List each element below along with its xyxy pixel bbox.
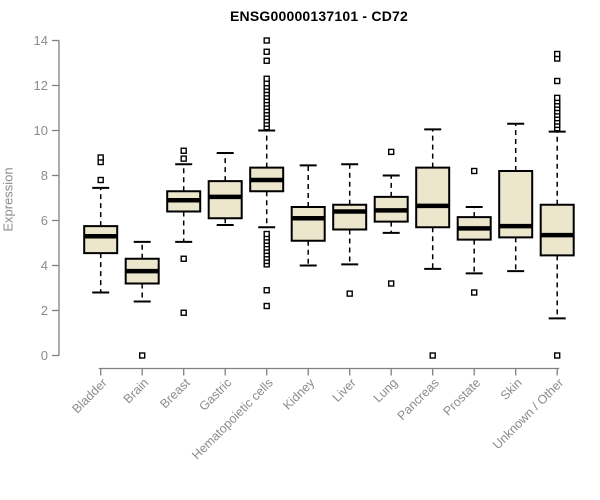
boxplot-group — [290, 164, 326, 267]
outlier-point — [180, 155, 187, 162]
x-tick-label: Lung — [371, 376, 401, 406]
iqr-box — [290, 206, 326, 242]
outlier-point — [429, 352, 436, 359]
y-tick-label: 14 — [34, 33, 48, 48]
y-tick-label: 6 — [41, 213, 48, 228]
x-tick-label: Prostate — [440, 376, 483, 419]
boxplot-group — [373, 148, 409, 287]
boxplot-group — [124, 240, 160, 359]
boxplot-group — [498, 122, 534, 273]
outlier-point — [388, 280, 395, 287]
outlier-point — [180, 147, 187, 154]
iqr-box — [539, 203, 575, 257]
y-tick-label: 4 — [41, 258, 48, 273]
x-tick-label: Pancreas — [395, 376, 442, 423]
boxplot-group — [539, 50, 575, 359]
outlier-point — [263, 287, 270, 294]
outlier-point — [388, 148, 395, 156]
outlier-point — [97, 176, 104, 184]
outlier-point — [554, 50, 561, 58]
iqr-box — [415, 166, 451, 229]
y-tick-label: 12 — [34, 78, 48, 93]
y-tick-label: 2 — [41, 303, 48, 318]
iqr-box — [332, 203, 368, 231]
boxplot-group — [249, 37, 285, 310]
y-tick-label: 10 — [34, 123, 48, 138]
x-tick-label: Liver — [330, 376, 359, 405]
x-tick-label: Hematopoietic cells — [189, 376, 276, 463]
x-tick-label: Skin — [498, 376, 525, 403]
outlier-point — [346, 290, 353, 297]
outlier-point — [471, 289, 478, 296]
x-tick-label: Breast — [157, 375, 193, 411]
x-tick-label: Unknown / Other — [490, 376, 566, 452]
outlier-point — [263, 37, 270, 44]
outlier-point — [263, 302, 270, 310]
outlier-point — [554, 94, 561, 102]
outlier-point — [554, 77, 561, 85]
boxplot-group — [166, 147, 202, 316]
x-tick-label: Kidney — [280, 375, 317, 412]
outlier-point — [263, 57, 270, 64]
y-axis: 0 2 4 6 8 10 12 14 — [34, 33, 60, 363]
boxplot-group — [456, 167, 492, 296]
x-tick-label: Bladder — [69, 376, 109, 416]
iqr-box — [207, 180, 243, 220]
iqr-box — [83, 225, 119, 255]
outlier-point — [263, 75, 270, 82]
outlier-point — [263, 48, 270, 55]
outlier-point — [263, 230, 270, 238]
boxplot-group — [83, 154, 119, 294]
y-tick-label: 0 — [41, 348, 48, 363]
x-tick-label: Brain — [121, 376, 152, 407]
outlier-point — [180, 255, 187, 262]
y-tick-label: 8 — [41, 168, 48, 183]
boxplot-group — [332, 163, 368, 297]
x-tick-label: Gastric — [196, 376, 234, 414]
outlier-point — [554, 352, 561, 359]
outlier-point — [138, 352, 146, 359]
outlier-point — [97, 154, 104, 161]
outlier-point — [180, 309, 187, 316]
boxplot-group — [207, 152, 243, 226]
boxplot-group — [415, 128, 451, 359]
outlier-point — [471, 167, 478, 175]
chart-title: ENSG00000137101 - CD72 — [230, 8, 408, 24]
